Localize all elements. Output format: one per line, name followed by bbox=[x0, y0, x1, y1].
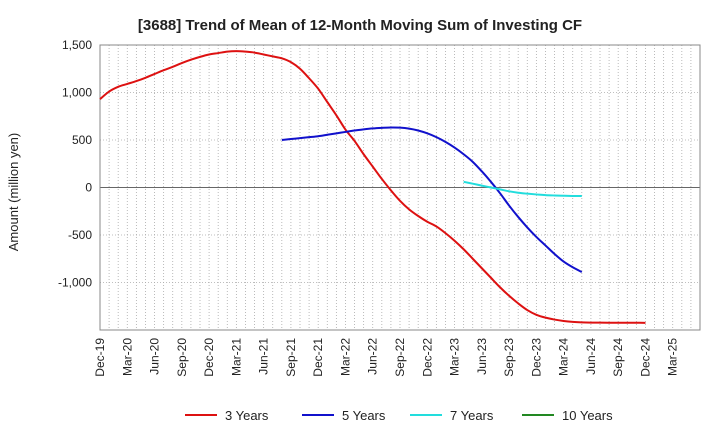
y-axis: 1,500 1,000 500 0 -500 -1,000 bbox=[58, 38, 92, 290]
y-axis-label: Amount (million yen) bbox=[6, 133, 21, 252]
x-tick-label: Mar-22 bbox=[338, 338, 352, 376]
legend: 3 Years 5 Years 7 Years 10 Years bbox=[185, 408, 613, 423]
x-tick-label: Dec-23 bbox=[529, 338, 543, 377]
y-tick-label: -500 bbox=[68, 228, 92, 242]
grid-layer bbox=[100, 45, 700, 330]
x-tick-label: Jun-20 bbox=[148, 338, 162, 375]
x-tick-label: Mar-20 bbox=[120, 338, 134, 376]
series-line-3-years bbox=[99, 50, 646, 324]
x-tick-label: Jun-24 bbox=[584, 338, 598, 375]
legend-label-5-years: 5 Years bbox=[342, 408, 386, 423]
x-tick-label: Dec-24 bbox=[638, 338, 652, 377]
x-tick-label: Dec-20 bbox=[202, 338, 216, 377]
series-line-5-years bbox=[281, 126, 583, 273]
x-tick-label: Sep-21 bbox=[284, 338, 298, 377]
x-tick-label: Dec-22 bbox=[420, 338, 434, 377]
x-tick-label: Sep-24 bbox=[611, 338, 625, 377]
y-tick-label: -1,000 bbox=[58, 276, 92, 290]
series-layer bbox=[99, 50, 646, 324]
x-tick-label: Sep-22 bbox=[393, 338, 407, 377]
y-tick-label: 500 bbox=[72, 133, 92, 147]
x-tick-label: Mar-25 bbox=[666, 338, 680, 376]
legend-label-7-years: 7 Years bbox=[450, 408, 494, 423]
plot-area bbox=[99, 44, 701, 331]
x-tick-label: Mar-23 bbox=[448, 338, 462, 376]
x-tick-label: Jun-23 bbox=[475, 338, 489, 375]
x-tick-label: Dec-21 bbox=[311, 338, 325, 377]
y-tick-label: 1,500 bbox=[62, 38, 92, 52]
x-tick-label: Mar-21 bbox=[229, 338, 243, 376]
x-tick-label: Sep-20 bbox=[175, 338, 189, 377]
y-tick-label: 1,000 bbox=[62, 86, 92, 100]
x-tick-label: Jun-21 bbox=[257, 338, 271, 375]
x-tick-label: Dec-19 bbox=[93, 338, 107, 377]
y-tick-label: 0 bbox=[85, 181, 92, 195]
x-axis: Dec-19 Mar-20 Jun-20 Sep-20 Dec-20 Mar-21 Jun-… bbox=[93, 338, 680, 377]
legend-label-3-years: 3 Years bbox=[225, 408, 269, 423]
series-line-7-years bbox=[463, 180, 582, 198]
x-tick-label: Sep-23 bbox=[502, 338, 516, 377]
chart-title: [3688] Trend of Mean of 12-Month Moving … bbox=[138, 17, 582, 34]
x-tick-label: Jun-22 bbox=[366, 338, 380, 375]
x-tick-label: Mar-24 bbox=[557, 338, 571, 376]
legend-label-10-years: 10 Years bbox=[562, 408, 613, 423]
